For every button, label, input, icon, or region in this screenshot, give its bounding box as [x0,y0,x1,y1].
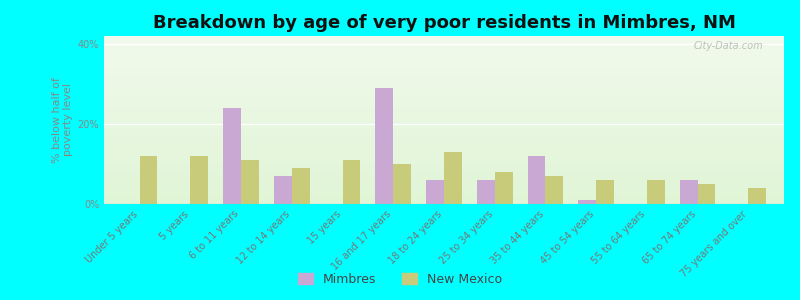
Bar [698,184,715,204]
Bar [444,152,462,204]
Bar [546,176,563,204]
Bar [680,180,698,204]
Bar [375,88,394,204]
Bar [342,160,360,204]
Bar [394,164,411,204]
Bar [139,156,158,204]
Bar [274,176,292,204]
Bar [426,180,444,204]
Bar [647,180,665,204]
Bar [223,108,241,204]
Bar [596,180,614,204]
Y-axis label: % below half of
poverty level: % below half of poverty level [52,77,74,163]
Bar [477,180,494,204]
Bar [578,200,596,204]
Text: City-Data.com: City-Data.com [694,41,763,51]
Bar [241,160,258,204]
Bar [528,156,546,204]
Bar [749,188,766,204]
Bar [292,168,310,204]
Legend: Mimbres, New Mexico: Mimbres, New Mexico [294,268,506,291]
Bar [494,172,513,204]
Bar [190,156,208,204]
Title: Breakdown by age of very poor residents in Mimbres, NM: Breakdown by age of very poor residents … [153,14,735,32]
